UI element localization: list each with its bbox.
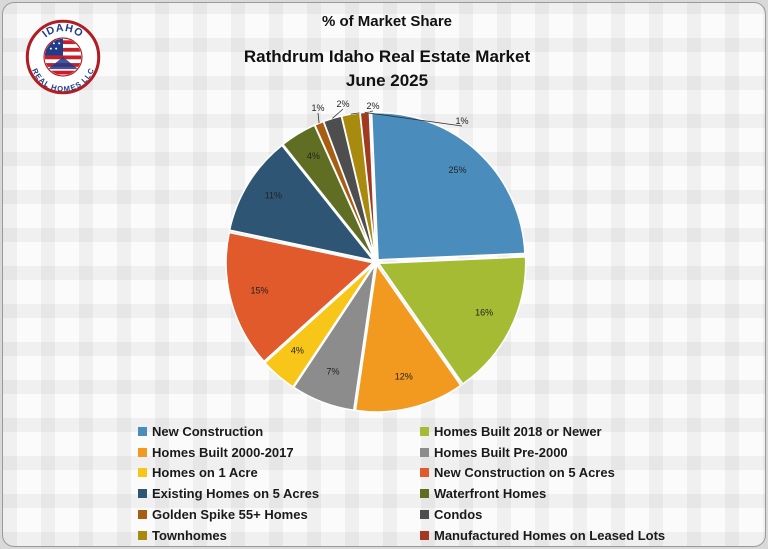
legend-swatch-3 [420, 447, 429, 457]
data-label-6: 11% [265, 191, 282, 201]
legend-item-10: Townhomes [138, 527, 420, 544]
legend-swatch-7 [420, 489, 429, 499]
legend-label-5: New Construction on 5 Acres [434, 465, 615, 481]
legend-swatch-6 [138, 489, 147, 499]
legend-item-2: Homes Built 2000-2017 [138, 444, 420, 461]
chart-legend: New Construction Homes Built 2018 or Newe… [138, 423, 698, 544]
pie-slice-2 [354, 262, 462, 413]
legend-label-8: Golden Spike 55+ Homes [152, 507, 308, 523]
legend-swatch-9 [420, 510, 429, 520]
legend-label-11: Manufactured Homes on Leased Lots [434, 527, 666, 543]
pie-slice-1 [377, 256, 527, 385]
pie-slice-3 [292, 264, 376, 412]
pie-slice-4 [263, 263, 375, 388]
data-label-7: 4% [307, 151, 320, 161]
legend-swatch-11 [420, 530, 429, 540]
pie-slice-0 [370, 112, 526, 261]
svg-text:IDAHO: IDAHO [40, 22, 85, 40]
data-label-4: 4% [291, 345, 304, 355]
legend-swatch-2 [138, 447, 147, 457]
chart-header: % of Market Share [321, 13, 453, 30]
logo-top-text: IDAHO [40, 22, 85, 40]
legend-label-10: Townhomes [152, 527, 227, 543]
legend-label-3: Homes Built Pre-2000 [434, 444, 568, 460]
legend-item-11: Manufactured Homes on Leased Lots [420, 527, 698, 544]
legend-item-6: Existing Homes on 5 Acres [138, 485, 420, 502]
data-label-1: 16% [475, 307, 493, 317]
legend-item-8: Golden Spike 55+ Homes [138, 506, 420, 523]
legend-label-7: Waterfront Homes [434, 486, 547, 502]
leader-line-11 [364, 112, 463, 127]
data-label-3: 7% [326, 367, 339, 377]
legend-item-7: Waterfront Homes [420, 485, 698, 502]
legend-swatch-8 [138, 510, 147, 520]
data-label-9: 2% [336, 99, 349, 109]
legend-item-9: Condos [420, 506, 698, 523]
chart-subtitle: June 2025 [345, 71, 429, 90]
legend-label-1: Homes Built 2018 or Newer [434, 423, 602, 439]
leader-line-9 [332, 108, 344, 119]
pie-slice-11 [359, 111, 377, 260]
company-logo: IDAHO REAL HOMES LLC [25, 19, 101, 95]
legend-item-3: Homes Built Pre-2000 [420, 444, 698, 461]
pie-chart: 25% 16% 12% 7% 4% 15% 11% 4% 1% 2% 2% 1% [225, 99, 527, 413]
data-label-5: 15% [251, 285, 269, 295]
legend-swatch-4 [138, 468, 147, 478]
leader-line-8 [317, 112, 320, 124]
legend-item-5: New Construction on 5 Acres [420, 465, 698, 482]
legend-item-4: Homes on 1 Acre [138, 465, 420, 482]
chart-title: Rathdrum Idaho Real Estate Market [243, 47, 531, 66]
legend-swatch-0 [138, 426, 147, 436]
data-label-11: 1% [455, 116, 468, 126]
data-label-8: 1% [311, 103, 324, 113]
legend-label-6: Existing Homes on 5 Acres [152, 486, 320, 502]
legend-item-0: New Construction [138, 423, 420, 440]
pie-slice-5 [225, 231, 375, 363]
legend-swatch-1 [420, 426, 429, 436]
data-label-0: 25% [448, 165, 466, 175]
legend-swatch-10 [138, 530, 147, 540]
legend-label-0: New Construction [152, 423, 264, 439]
legend-swatch-5 [420, 468, 429, 478]
pie-slice-6 [228, 144, 376, 262]
legend-label-2: Homes Built 2000-2017 [152, 444, 294, 460]
legend-label-4: Homes on 1 Acre [152, 465, 258, 481]
data-label-10: 2% [366, 101, 379, 111]
data-label-2: 12% [395, 371, 413, 381]
legend-item-1: Homes Built 2018 or Newer [420, 423, 698, 440]
legend-label-9: Condos [434, 507, 483, 523]
